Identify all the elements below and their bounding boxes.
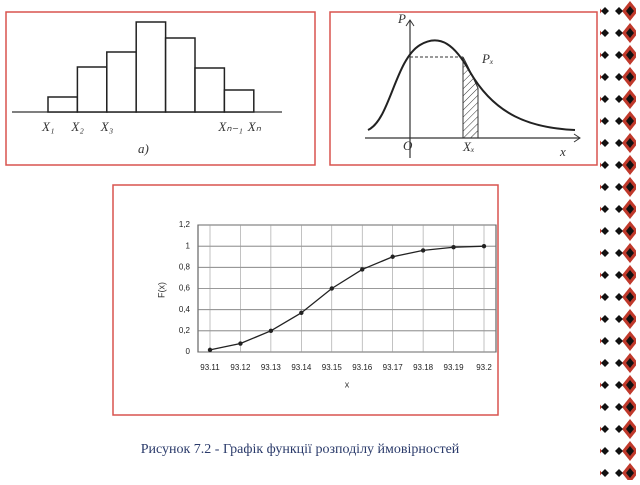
bin-label: X₁ [41, 119, 54, 134]
cdf-chart: F(x) x 0 0,2 0,4 0,6 0,8 1 1,2 93.11 93.12 93.13 9… [156, 220, 497, 389]
label: Pₓ [481, 51, 494, 66]
point [268, 328, 274, 334]
ornament-border [600, 0, 636, 480]
annotation: a) [138, 141, 149, 156]
frame [329, 11, 598, 166]
bin-label: Xₙ₋₁ [217, 119, 243, 134]
density-curve [367, 39, 576, 131]
frame [112, 184, 499, 416]
label: Xₓ [462, 139, 475, 154]
x-tick-label: 93.15 [322, 363, 343, 372]
histogram: a) X₁ X₂ X₃ Xₙ₋₁ Xₙ [12, 21, 282, 156]
x-tick-label: 93.17 [383, 363, 404, 372]
y-tick-label: 1,2 [179, 220, 191, 229]
density-diagram: P Pₓ O Xₓ x [365, 11, 581, 159]
caption: Рисунок 7.2 - Графік функції розподілу й… [141, 442, 460, 457]
bar [194, 67, 226, 113]
hatched-area [462, 56, 479, 139]
bar [47, 96, 79, 113]
bar [223, 89, 255, 113]
bar [135, 21, 167, 113]
y-tick-label: 0 [186, 347, 191, 356]
x-tick-label: 93.14 [291, 363, 312, 372]
x-tick-label: 93.12 [230, 363, 251, 372]
x-tick-label: 93.11 [200, 363, 220, 372]
frame [5, 11, 316, 166]
x-tick-label: 93.13 [261, 363, 282, 372]
label: O [403, 138, 413, 153]
arrow [405, 19, 415, 27]
point [360, 267, 365, 272]
bar [106, 51, 137, 113]
point [299, 310, 304, 316]
point [238, 341, 243, 346]
point [329, 286, 334, 291]
bar [76, 66, 108, 113]
x-tick-label: 93.18 [413, 363, 434, 372]
x-tick-label: 93.16 [352, 363, 373, 372]
y-tick-label: 0,2 [179, 326, 191, 335]
arrow [573, 133, 581, 143]
y-tick-label: 0,6 [179, 284, 191, 293]
bin-label: X₂ [70, 119, 84, 134]
point [390, 254, 395, 259]
bar [164, 37, 196, 113]
y-tick-label: 0,4 [179, 305, 191, 314]
line [209, 245, 485, 351]
x-axis-label: x [345, 379, 350, 389]
bin-label: Xₙ [247, 119, 262, 134]
x-tick-label: 93.2 [476, 363, 492, 372]
y-tick-label: 0,8 [179, 262, 191, 271]
point [481, 243, 487, 249]
label: x [559, 144, 566, 159]
y-tick-label: 1 [186, 241, 191, 250]
point [207, 347, 213, 353]
point [451, 245, 456, 250]
y-axis-label: F(x) [156, 282, 166, 298]
bin-label: X₃ [100, 119, 113, 134]
x-tick-label: 93.19 [444, 363, 465, 372]
point [420, 248, 426, 253]
label: P [397, 11, 406, 26]
